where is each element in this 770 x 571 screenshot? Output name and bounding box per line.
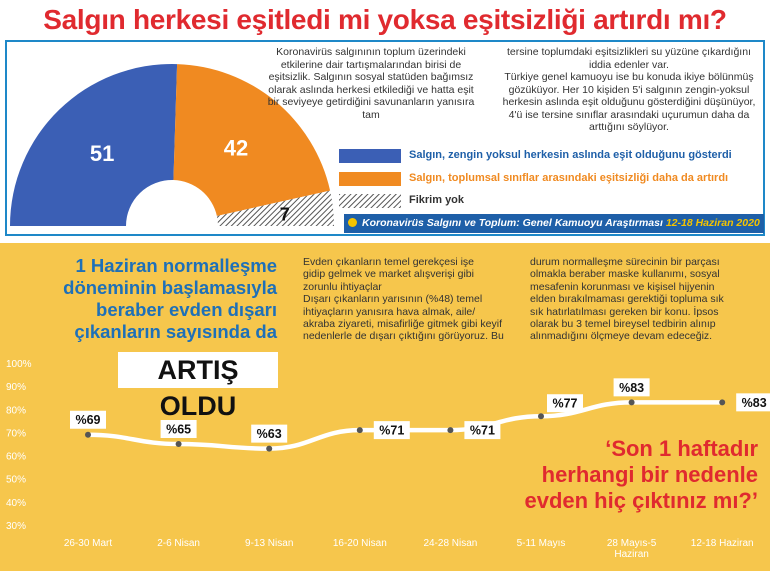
data-label-box <box>373 421 410 440</box>
intro-text-col1: Koronavirüs salgınının toplum üzerindeki… <box>267 46 475 121</box>
legend-item-inequal: Salgın, toplumsal sınıflar arasındaki eş… <box>339 170 749 188</box>
body-text-col2: durum normalleşme sürecinin bir parçası … <box>530 256 724 343</box>
headline-line: beraber evden dışarı <box>96 299 277 320</box>
data-label-box <box>736 393 770 412</box>
headline-emphasis: ARTIŞ OLDU <box>118 352 278 421</box>
legend-item-equal: Salgın, zengin yoksul herkesin aslında e… <box>339 147 749 165</box>
x-tick-label: 26-30 Mart <box>64 538 113 549</box>
data-label-box <box>251 424 288 443</box>
bullet-icon <box>348 218 357 227</box>
data-label-box <box>70 410 106 429</box>
pie-slice-noidea <box>216 190 334 226</box>
data-label: %71 <box>379 424 404 438</box>
pie-slice-equal <box>10 64 178 227</box>
data-point <box>447 427 454 434</box>
y-tick-label: 80% <box>6 405 26 416</box>
data-label: %69 <box>75 413 100 427</box>
pie-value-label: 7 <box>280 205 290 225</box>
source-bar: Koronavirüs Salgını ve Toplum: Genel Kam… <box>344 214 764 233</box>
source-date: 12-18 Haziran 2020 <box>665 217 760 229</box>
source-text: Koronavirüs Salgını ve Toplum: Genel Kam… <box>362 217 663 229</box>
y-tick-label: 30% <box>6 521 26 532</box>
data-point <box>266 445 273 452</box>
pie-chart: 51 42 7 <box>10 64 334 227</box>
data-label: %77 <box>552 397 577 411</box>
x-tick-label: 5-11 Mayıs <box>517 538 566 549</box>
page-title: Salgın herkesi eşitledi mi yoksa eşitsiz… <box>43 4 727 35</box>
x-tick-label: 12-18 Haziran <box>691 538 754 549</box>
data-point <box>628 399 635 406</box>
line-chart: 30% 40% 50% 60% 70% 80% 90% 100% %69 %65 %63 %71 %71… <box>6 359 770 560</box>
data-label: %63 <box>257 427 282 441</box>
intro-text-col2: tersine toplumdaki eşitsizlikleri su yüz… <box>502 46 756 133</box>
data-point <box>356 427 363 434</box>
y-tick-label: 100% <box>6 359 32 370</box>
x-tick-label: 16-20 Nisan <box>333 538 387 549</box>
x-tick-label: 28 Mayıs-5 <box>607 538 657 549</box>
y-tick-label: 40% <box>6 498 26 509</box>
body-text-col1: Evden çıkanların temel gerekçesi işe gid… <box>303 256 504 343</box>
data-label-box <box>613 378 650 397</box>
data-label: %65 <box>166 423 191 437</box>
line-panel <box>0 243 770 571</box>
survey-question: ‘Son 1 haftadır herhangi bir nedenle evd… <box>524 436 758 513</box>
data-point <box>538 413 544 420</box>
data-point <box>719 399 726 406</box>
pie-slice-inequal <box>173 64 331 216</box>
legend-label: Salgın, zengin yoksul herkesin aslında e… <box>409 149 732 161</box>
y-tick-label: 50% <box>6 475 26 486</box>
data-label: %83 <box>619 381 644 395</box>
data-label-box <box>464 421 501 440</box>
pie-value-label: 42 <box>224 136 248 161</box>
legend-swatch-orange <box>339 172 401 186</box>
headline-line: çıkanların sayısında da <box>74 321 277 342</box>
data-label-box <box>160 420 197 438</box>
legend-swatch-blue <box>339 149 401 163</box>
legend-swatch-hatched <box>339 194 401 208</box>
pie-value-label: 51 <box>90 141 114 166</box>
headline: 1 Haziran normalleşme döneminin başlamas… <box>63 255 277 343</box>
data-label-box <box>547 394 583 413</box>
legend-item-noidea: Fikrim yok <box>339 192 749 210</box>
legend-label: Salgın, toplumsal sınıflar arasındaki eş… <box>409 172 729 184</box>
x-tick-label: Haziran <box>614 549 648 560</box>
data-point <box>175 441 182 447</box>
data-point <box>85 431 91 438</box>
legend-label: Fikrim yok <box>409 194 465 206</box>
y-tick-label: 70% <box>6 428 26 439</box>
x-tick-label: 24-28 Nisan <box>423 538 477 549</box>
y-tick-label: 60% <box>6 452 26 463</box>
x-tick-label: 2-6 Nisan <box>157 538 200 549</box>
y-tick-label: 90% <box>6 382 26 393</box>
data-label: %83 <box>742 396 767 410</box>
x-tick-label: 9-13 Nisan <box>245 538 293 549</box>
data-label: %71 <box>470 424 495 438</box>
headline-line: döneminin başlamasıyla <box>63 277 277 298</box>
headline-line: 1 Haziran normalleşme <box>75 255 277 276</box>
